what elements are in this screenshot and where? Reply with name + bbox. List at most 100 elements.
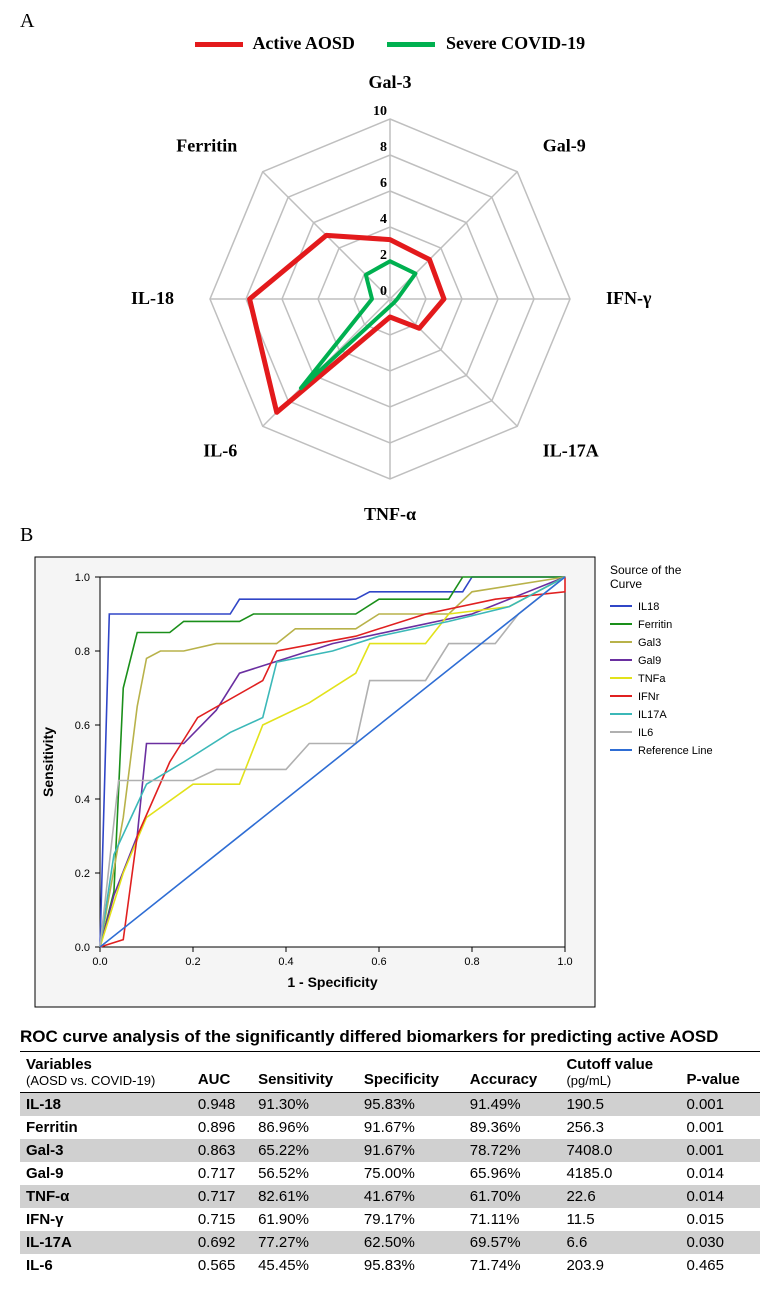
svg-text:8: 8 bbox=[380, 140, 387, 155]
svg-text:1.0: 1.0 bbox=[557, 956, 572, 968]
radar-series bbox=[301, 261, 416, 388]
legend-swatch-aosd bbox=[195, 42, 243, 47]
legend-swatch-covid bbox=[387, 42, 435, 47]
table-row: IL-60.56545.45%95.83%71.74%203.90.465 bbox=[20, 1254, 760, 1277]
table-cell: 71.11% bbox=[464, 1208, 561, 1231]
table-cell: 56.52% bbox=[252, 1162, 358, 1185]
roc-legend-item: Gal9 bbox=[638, 655, 661, 667]
table-cell: 0.465 bbox=[680, 1254, 760, 1277]
svg-text:6: 6 bbox=[380, 176, 387, 191]
table-row: Ferritin0.89686.96%91.67%89.36%256.30.00… bbox=[20, 1116, 760, 1139]
table-cell: 69.57% bbox=[464, 1231, 561, 1254]
table-cell: 91.30% bbox=[252, 1093, 358, 1117]
roc-table: ROC curve analysis of the significantly … bbox=[20, 1023, 760, 1277]
radar-axis-label: Gal-3 bbox=[369, 72, 412, 92]
table-cell: 61.70% bbox=[464, 1185, 561, 1208]
table-cell: 75.00% bbox=[358, 1162, 464, 1185]
panel-b-label: B bbox=[20, 524, 770, 547]
table-cell: 6.6 bbox=[560, 1231, 680, 1254]
table-cell: 0.014 bbox=[680, 1162, 760, 1185]
table-cell: 0.863 bbox=[192, 1139, 252, 1162]
svg-text:0.4: 0.4 bbox=[75, 794, 90, 806]
table-cell: Gal-9 bbox=[20, 1162, 192, 1185]
table-cell: 41.67% bbox=[358, 1185, 464, 1208]
svg-text:0.4: 0.4 bbox=[278, 956, 293, 968]
table-cell: 95.83% bbox=[358, 1093, 464, 1117]
table-caption: ROC curve analysis of the significantly … bbox=[20, 1023, 760, 1051]
legend-label-covid: Severe COVID-19 bbox=[446, 33, 585, 53]
table-cell: 7408.0 bbox=[560, 1139, 680, 1162]
table-cell: 0.692 bbox=[192, 1231, 252, 1254]
table-cell: 65.96% bbox=[464, 1162, 561, 1185]
svg-text:1.0: 1.0 bbox=[75, 572, 90, 584]
roc-legend-item: IFNr bbox=[638, 691, 660, 703]
table-cell: 203.9 bbox=[560, 1254, 680, 1277]
table-cell: 77.27% bbox=[252, 1231, 358, 1254]
table-cell: 95.83% bbox=[358, 1254, 464, 1277]
table-header: Specificity bbox=[358, 1052, 464, 1093]
roc-legend-item: IL17A bbox=[638, 709, 667, 721]
legend-label-aosd: Active AOSD bbox=[252, 33, 355, 53]
table-cell: 45.45% bbox=[252, 1254, 358, 1277]
radar-axis-label: TNF-α bbox=[364, 504, 416, 524]
table-row: IL-180.94891.30%95.83%91.49%190.50.001 bbox=[20, 1093, 760, 1117]
table-cell: Gal-3 bbox=[20, 1139, 192, 1162]
table-cell: Ferritin bbox=[20, 1116, 192, 1139]
svg-text:2: 2 bbox=[380, 248, 387, 263]
table-cell: 91.67% bbox=[358, 1116, 464, 1139]
table-row: Gal-30.86365.22%91.67%78.72%7408.00.001 bbox=[20, 1139, 760, 1162]
table-cell: 91.67% bbox=[358, 1139, 464, 1162]
svg-text:0.0: 0.0 bbox=[75, 942, 90, 954]
roc-xlabel: 1 - Specificity bbox=[287, 974, 377, 990]
table-cell: 256.3 bbox=[560, 1116, 680, 1139]
svg-text:0.8: 0.8 bbox=[75, 646, 90, 658]
table-row: IFN-γ0.71561.90%79.17%71.11%11.50.015 bbox=[20, 1208, 760, 1231]
table-cell: 62.50% bbox=[358, 1231, 464, 1254]
table-cell: 0.001 bbox=[680, 1116, 760, 1139]
table-cell: IL-18 bbox=[20, 1093, 192, 1117]
table-cell: 0.030 bbox=[680, 1231, 760, 1254]
table-cell: IL-6 bbox=[20, 1254, 192, 1277]
roc-legend-item: TNFa bbox=[638, 673, 666, 685]
svg-text:10: 10 bbox=[373, 104, 387, 119]
table-header: Accuracy bbox=[464, 1052, 561, 1093]
radar-axis-label: IL-18 bbox=[131, 288, 174, 308]
table-cell: 78.72% bbox=[464, 1139, 561, 1162]
table-header: P-value bbox=[680, 1052, 760, 1093]
roc-legend-item: Gal3 bbox=[638, 637, 661, 649]
roc-ylabel: Sensitivity bbox=[40, 727, 56, 797]
radar-axis-label: Gal-9 bbox=[543, 135, 586, 155]
table-header: AUC bbox=[192, 1052, 252, 1093]
roc-legend-item: Ferritin bbox=[638, 619, 672, 631]
table-cell: 4185.0 bbox=[560, 1162, 680, 1185]
table-cell: IL-17A bbox=[20, 1231, 192, 1254]
table-row: TNF-α0.71782.61%41.67%61.70%22.60.014 bbox=[20, 1185, 760, 1208]
table-cell: 82.61% bbox=[252, 1185, 358, 1208]
table-cell: 190.5 bbox=[560, 1093, 680, 1117]
svg-text:0.8: 0.8 bbox=[464, 956, 479, 968]
table-cell: 22.6 bbox=[560, 1185, 680, 1208]
table-cell: 0.001 bbox=[680, 1139, 760, 1162]
roc-legend-item: IL6 bbox=[638, 727, 653, 739]
radar-axis-label: IFN-γ bbox=[606, 288, 652, 308]
radar-chart: 0246810Gal-3Gal-9IFN-γIL-17ATNF-αIL-6IL-… bbox=[110, 54, 670, 524]
table-cell: 0.715 bbox=[192, 1208, 252, 1231]
table-header: Sensitivity bbox=[252, 1052, 358, 1093]
radar-axis-label: IL-6 bbox=[203, 441, 237, 461]
table-cell: 89.36% bbox=[464, 1116, 561, 1139]
table-header: Variables(AOSD vs. COVID-19) bbox=[20, 1052, 192, 1093]
table-cell: 0.001 bbox=[680, 1093, 760, 1117]
svg-text:4: 4 bbox=[380, 212, 387, 227]
roc-legend-item: IL18 bbox=[638, 601, 659, 613]
table-cell: 0.014 bbox=[680, 1185, 760, 1208]
table-cell: 91.49% bbox=[464, 1093, 561, 1117]
table-cell: 0.717 bbox=[192, 1162, 252, 1185]
svg-text:0: 0 bbox=[380, 284, 387, 299]
svg-text:0.2: 0.2 bbox=[75, 868, 90, 880]
table-cell: 0.896 bbox=[192, 1116, 252, 1139]
roc-chart: 0.00.00.20.20.40.40.60.60.80.81.01.01 - … bbox=[20, 547, 760, 1017]
table-cell: IFN-γ bbox=[20, 1208, 192, 1231]
svg-text:0.2: 0.2 bbox=[185, 956, 200, 968]
table-cell: TNF-α bbox=[20, 1185, 192, 1208]
radar-axis-label: Ferritin bbox=[176, 135, 237, 155]
